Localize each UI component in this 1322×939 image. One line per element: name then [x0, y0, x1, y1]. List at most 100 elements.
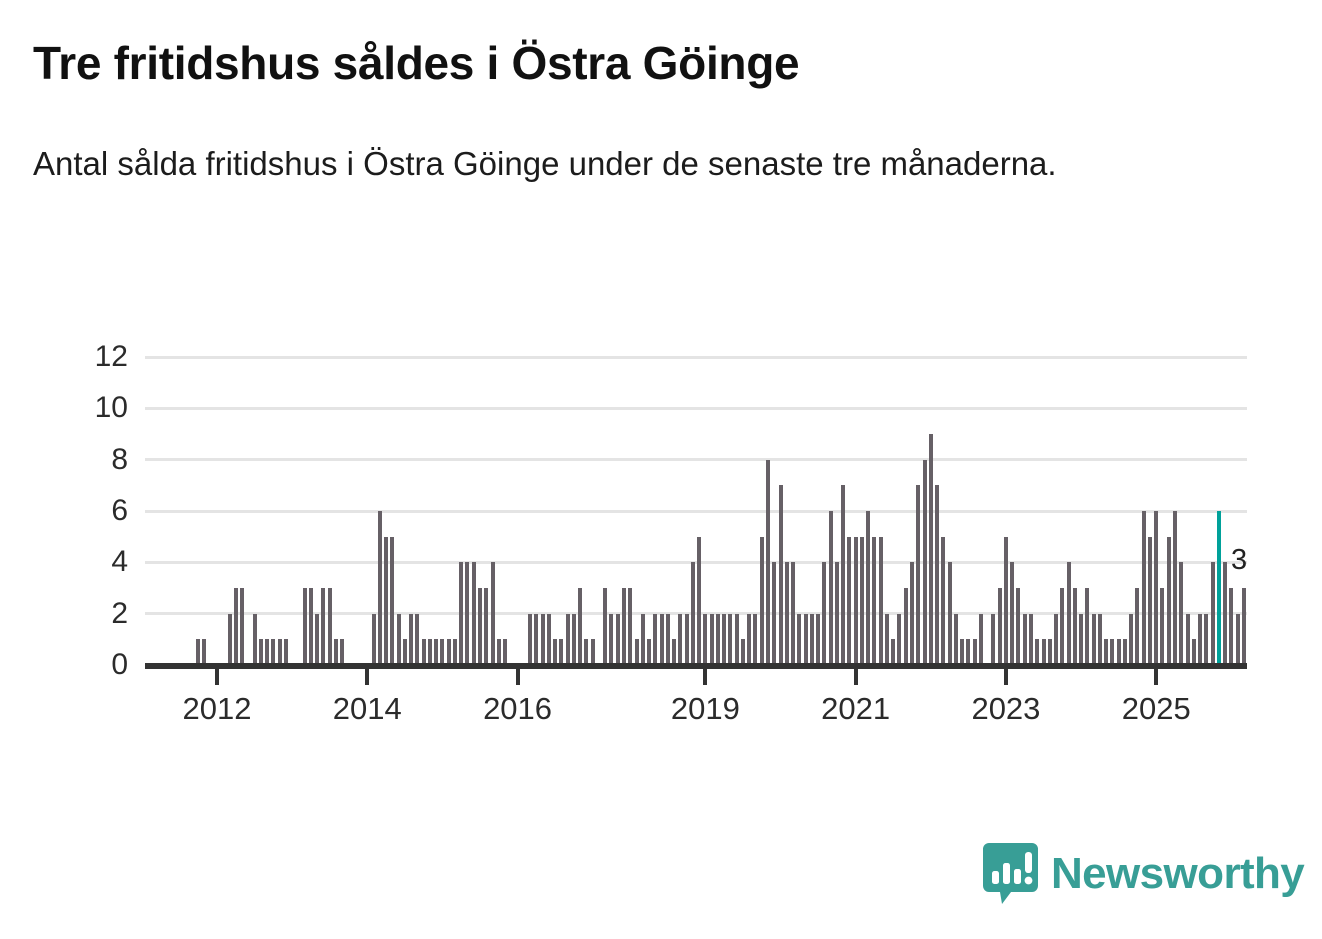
bar — [684, 613, 689, 665]
x-axis-ticks — [145, 669, 1247, 685]
bar — [534, 613, 539, 665]
bar — [922, 459, 927, 665]
x-axis-label: 2014 — [332, 691, 402, 726]
bar — [1060, 588, 1065, 665]
bar — [640, 613, 645, 665]
x-axis-tick — [365, 669, 370, 685]
bar — [1085, 588, 1090, 665]
bar — [778, 485, 783, 665]
x-axis-tick — [853, 669, 858, 685]
y-axis-label: 8 — [111, 442, 128, 476]
bar — [590, 639, 595, 665]
newsworthy-logo[interactable]: Newsworthy — [983, 843, 1305, 905]
bar — [1135, 588, 1140, 665]
bar — [484, 588, 489, 665]
bar — [722, 613, 727, 665]
bar — [459, 562, 464, 665]
x-axis-tick — [1154, 669, 1159, 685]
bar — [697, 536, 702, 665]
bar — [1110, 639, 1115, 665]
bar — [471, 562, 476, 665]
bar — [1035, 639, 1040, 665]
bar — [1047, 639, 1052, 665]
bar — [1016, 588, 1021, 665]
bar — [1041, 639, 1046, 665]
bar — [340, 639, 345, 665]
bar — [1191, 639, 1196, 665]
bar — [928, 434, 933, 665]
bar — [784, 562, 789, 665]
bar — [377, 511, 382, 665]
bar — [816, 613, 821, 665]
bar — [634, 639, 639, 665]
bar — [390, 536, 395, 665]
bar — [1241, 588, 1246, 665]
y-axis-label: 2 — [111, 596, 128, 630]
bar — [384, 536, 389, 665]
bar — [822, 562, 827, 665]
bar — [1223, 562, 1228, 665]
bar — [903, 588, 908, 665]
y-axis-label: 12 — [94, 340, 128, 373]
bar — [847, 536, 852, 665]
bar — [603, 588, 608, 665]
bar — [1166, 536, 1171, 665]
bar — [333, 639, 338, 665]
bar — [1003, 536, 1008, 665]
bar — [571, 613, 576, 665]
bar — [809, 613, 814, 665]
bar — [503, 639, 508, 665]
bar — [791, 562, 796, 665]
bar — [202, 639, 207, 665]
bar — [866, 511, 871, 665]
gridline — [145, 406, 1247, 410]
bar — [1147, 536, 1152, 665]
bar — [910, 562, 914, 665]
y-axis-labels: 0 2 4 6 8 10 12 — [0, 342, 128, 680]
brand-name: Newsworthy — [1051, 849, 1305, 898]
bar — [240, 588, 245, 665]
bar — [1129, 613, 1134, 665]
y-axis-label: 4 — [111, 545, 128, 579]
bar — [1235, 613, 1240, 665]
bar — [1141, 511, 1146, 665]
bar — [828, 511, 833, 665]
bar — [528, 613, 533, 665]
y-axis-label: 6 — [111, 494, 128, 527]
bar — [891, 639, 896, 665]
bar — [621, 588, 626, 665]
bar — [327, 588, 332, 665]
gridline — [145, 509, 1247, 513]
bar — [1179, 562, 1184, 665]
bar — [853, 536, 858, 665]
bar — [227, 613, 232, 665]
bar — [709, 613, 714, 665]
bar — [859, 536, 864, 665]
bar — [1091, 613, 1096, 665]
bar — [753, 613, 758, 665]
bar — [834, 562, 839, 665]
bar — [283, 639, 288, 665]
bar — [734, 613, 739, 665]
bar — [715, 613, 720, 665]
bar — [415, 613, 420, 665]
bar — [615, 613, 620, 665]
bar — [609, 613, 614, 665]
bar — [628, 588, 633, 665]
bar — [584, 639, 589, 665]
bar — [434, 639, 439, 665]
bar — [884, 613, 889, 665]
bar — [772, 562, 777, 665]
bar — [427, 639, 432, 665]
bar — [653, 613, 658, 665]
gridline — [145, 355, 1247, 359]
bar — [1172, 511, 1177, 665]
bar — [1028, 613, 1033, 665]
gridline — [145, 560, 1247, 564]
bar — [396, 613, 401, 665]
bar — [740, 639, 745, 665]
y-axis-label: 0 — [111, 648, 128, 681]
bar — [277, 639, 282, 665]
bar — [703, 613, 708, 665]
bar — [978, 613, 983, 665]
